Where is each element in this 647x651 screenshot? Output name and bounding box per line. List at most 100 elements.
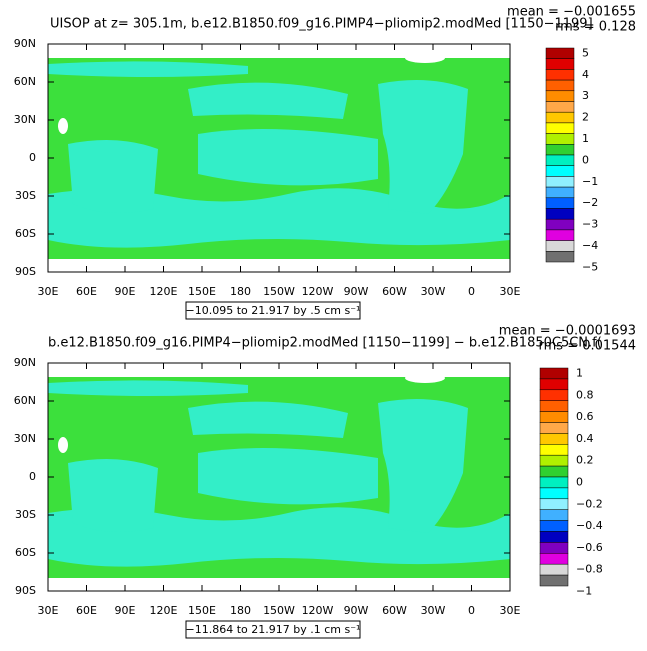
colorbar-box [545,165,575,177]
lat-tick-label: 90N [14,356,36,369]
lon-tick-label: 180 [230,604,251,617]
lon-tick-label: 150W [263,604,295,617]
lat-tick-label: 30S [15,189,36,202]
colorbar-box [539,574,569,587]
colorbar-box [545,176,575,188]
colorbar-box [539,531,569,543]
colorbar-box [539,520,569,532]
colorbar-label: 0.2 [576,454,594,467]
colorbar-box [545,197,575,209]
colorbar-box [545,101,575,113]
colorbar-box [545,218,575,231]
colorbar-label: −1 [582,175,598,188]
colorbar-box [539,487,569,500]
colorbar-box [545,58,575,70]
colorbar-box [545,229,575,241]
lat-tick-label: 0 [29,151,36,164]
colorbar-box [545,186,575,199]
colorbar-label: 3 [582,89,589,102]
colorbar-label: −0.4 [576,519,603,532]
colorbar-label: 0.6 [576,410,594,423]
lat-tick-label: 90S [15,584,36,597]
colorbar-label: −5 [582,260,598,273]
lon-tick-label: 30E [38,604,59,617]
colorbar-label: −0.2 [576,497,603,510]
lon-tick-label: 150W [263,285,295,298]
colorbar-box [539,389,569,401]
lat-tick-label: 30S [15,508,36,521]
colorbar-box [539,476,569,489]
lon-tick-label: 180 [230,285,251,298]
lon-tick-label: 150E [188,604,216,617]
colorbar-box [539,411,569,423]
lon-tick-label: 0 [468,285,475,298]
lon-tick-label: 90E [115,604,136,617]
lat-tick-label: 60N [14,75,36,88]
colorbar-label: −0.8 [576,563,603,576]
colorbar-box [545,144,575,156]
colorbar-label: 4 [582,68,589,81]
lon-tick-label: 120W [302,604,334,617]
colorbar-box [539,367,569,380]
lat-tick-label: 90S [15,265,36,278]
colorbar-box [545,122,575,134]
colorbar-label: 0.8 [576,388,594,401]
colorbar-box [545,69,575,81]
lon-tick-label: 60E [76,285,97,298]
mean-label: mean = −0.0001693 [499,324,636,339]
colorbar-label: 1 [582,132,589,145]
colorbar-box [539,378,569,391]
colorbar-box [545,47,575,59]
colorbar-box [539,465,569,478]
range-label: −11.864 to 21.917 by .1 cm s⁻¹ [186,623,361,636]
lon-tick-label: 0 [468,604,475,617]
rms-label: rms = 0.128 [555,20,636,35]
lon-tick-label: 60W [382,285,407,298]
mean-label: mean = −0.001655 [507,5,636,20]
range-label: −10.095 to 21.917 by .5 cm s⁻¹ [186,304,361,317]
colorbar-label: 0.4 [576,432,594,445]
colorbar-box [539,444,569,456]
colorbar-label: −2 [582,196,598,209]
range-box [185,620,361,639]
panel-title: b.e12.B1850.f09_g16.PIMP4−pliomip2.modMe… [48,336,602,351]
colorbar-box [545,251,575,263]
colorbar-box [539,400,569,412]
lon-tick-label: 30E [500,285,521,298]
colorbar-box [539,553,569,565]
colorbar-box [539,454,569,467]
lon-tick-label: 30W [421,285,446,298]
colorbar-label: −3 [582,218,598,231]
lon-tick-label: 30E [500,604,521,617]
colorbar-box [539,498,569,510]
colorbar-label: 0 [582,153,589,166]
colorbar-label: 1 [576,366,583,379]
colorbar-box [545,90,575,102]
lat-tick-label: 60N [14,394,36,407]
colorbar-label: 5 [582,46,589,59]
lon-tick-label: 90W [344,285,369,298]
colorbar-box [545,133,575,145]
range-box [185,301,361,320]
colorbar-box [545,154,575,166]
colorbar-box [545,111,575,124]
colorbar-label: −0.6 [576,541,603,554]
lon-tick-label: 120E [150,604,178,617]
lon-tick-label: 30E [38,285,59,298]
lat-tick-label: 30N [14,113,36,126]
colorbar-box [539,422,569,434]
rms-label: rms = 0.01544 [539,339,636,354]
lat-tick-label: 30N [14,432,36,445]
colorbar-label: −1 [576,584,592,597]
colorbar-box [539,542,569,554]
colorbar-box [539,563,569,576]
lon-tick-label: 90E [115,285,136,298]
lat-tick-label: 60S [15,227,36,240]
lat-tick-label: 90N [14,37,36,50]
colorbar-label: −4 [582,239,598,252]
colorbar-box [545,208,575,220]
colorbar-box [545,79,575,92]
lon-tick-label: 120W [302,285,334,298]
lon-tick-label: 120E [150,285,178,298]
